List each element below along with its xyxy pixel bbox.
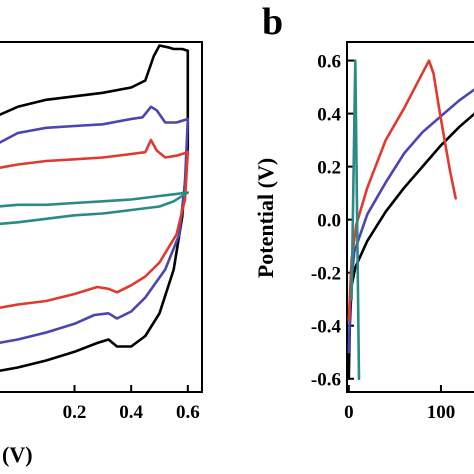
panel-b-y-axis-label: Potential (V) [253,158,278,278]
panel-b-y-tick-label: 0.2 [317,158,341,179]
panel-b-y-tick-label: 0.0 [317,211,341,232]
panel-b: b 0.6 0.4 0.2 0.0 -0.2 -0.4 -0.6 0 100 Potentia… [253,1,474,423]
panel-a-frame [0,41,203,393]
panel-a-x-tick-label: 0.4 [119,402,143,423]
panel-b-y-ticks: 0.6 0.4 0.2 0.0 -0.2 -0.4 -0.6 [311,52,354,391]
panel-b-frame [346,41,474,393]
panel-b-y-tick-label: -0.2 [311,264,341,285]
panel-a-x-tick-label: 0.6 [176,402,200,423]
panel-b-gcd-curve-4 [350,59,361,380]
panel-a-cv-curve-3 [0,138,190,309]
panel-b-x-tick-label: 100 [427,402,456,423]
panel-a: 0.2 0.4 0.6 (V) [0,41,203,467]
panel-a-x-ticks: 0.2 0.4 0.6 [63,385,200,423]
panel-b-x-tick-label: 0 [344,402,354,423]
panel-b-x-ticks: 0 100 [344,385,455,423]
panel-a-cv-curve-1 [0,44,190,372]
panel-a-curves [0,44,190,372]
panel-b-curves [347,59,474,380]
panel-b-y-tick-label: 0.4 [317,105,341,126]
panel-b-y-tick-label: -0.4 [311,317,342,338]
panel-a-cv-curve-4 [0,191,190,226]
panel-b-gcd-curve-2 [347,88,474,354]
panel-a-x-tick-label: 0.2 [63,402,87,423]
panel-a-cv-curve-2 [0,105,190,344]
panel-b-y-tick-label: -0.6 [311,370,341,391]
panel-b-y-tick-label: 0.6 [317,52,341,73]
panel-a-x-axis-label: (V) [2,442,33,467]
panel-b-letter: b [262,1,283,43]
panel-b-gcd-curve-1 [347,112,474,380]
